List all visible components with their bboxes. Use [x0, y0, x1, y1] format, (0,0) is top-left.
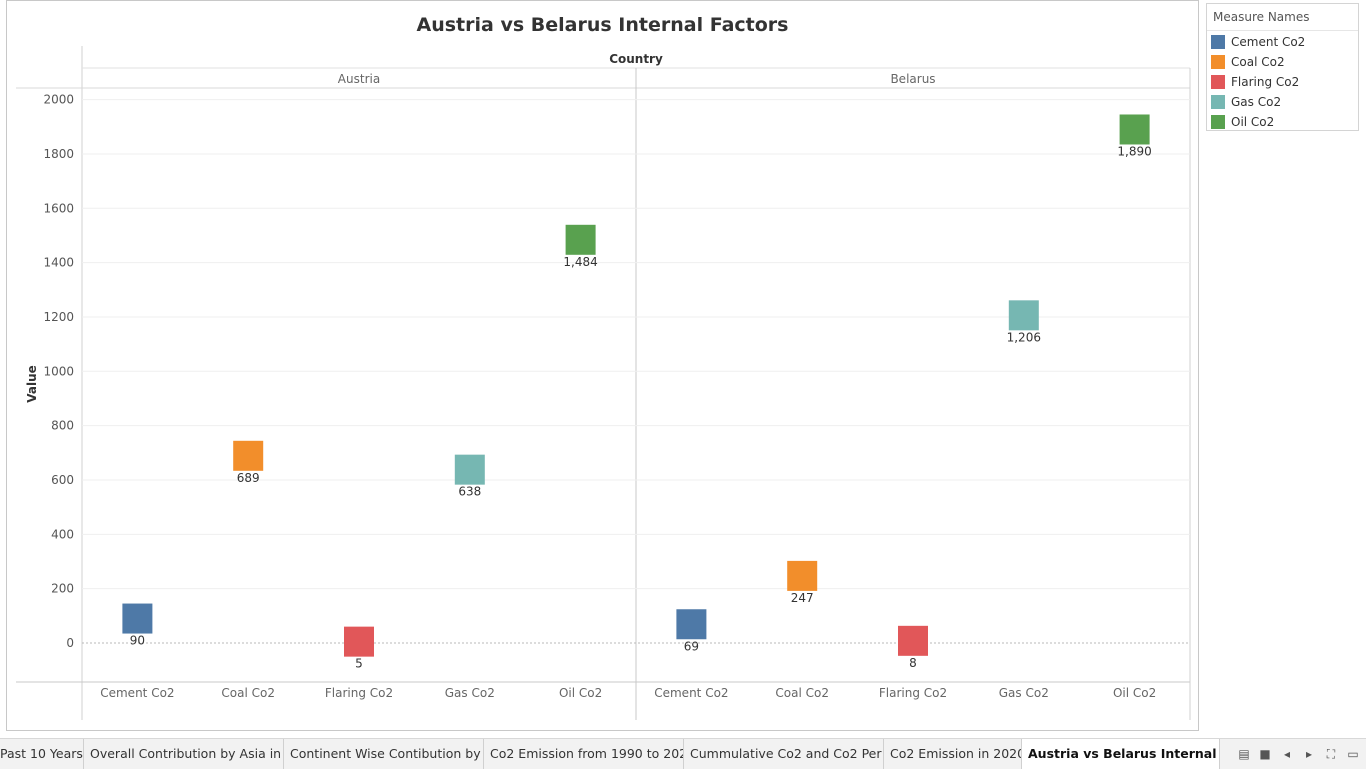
data-point: [122, 603, 153, 634]
data-point: [344, 626, 374, 657]
fullscreen-icon[interactable]: ⛶: [1326, 747, 1336, 761]
data-label: 8: [909, 656, 917, 670]
legend-swatch: [1211, 95, 1225, 109]
legend-swatch: [1211, 75, 1225, 89]
data-point: [454, 454, 485, 485]
data-point: [898, 625, 928, 656]
data-point: [1119, 114, 1150, 145]
data-point: [233, 440, 264, 471]
sheet-tab[interactable]: Co2 Emission from 1990 to 202...: [484, 739, 684, 769]
y-tick-label: 1200: [43, 310, 74, 324]
legend-label: Oil Co2: [1231, 115, 1275, 129]
y-tick-label: 1600: [43, 201, 74, 215]
y-axis-title: Value: [25, 365, 39, 403]
y-tick-label: 600: [51, 473, 74, 487]
x-tick-label: Coal Co2: [221, 686, 275, 700]
legend-label: Coal Co2: [1231, 55, 1285, 69]
data-point: [1008, 300, 1039, 331]
data-label: 1,206: [1007, 330, 1041, 344]
x-tick-label: Cement Co2: [100, 686, 174, 700]
legend-label: Cement Co2: [1231, 35, 1306, 49]
legend-label: Flaring Co2: [1231, 75, 1300, 89]
legend-item[interactable]: Gas Co2: [1211, 92, 1281, 112]
data-label: 638: [458, 485, 481, 499]
y-tick-label: 1000: [43, 364, 74, 378]
sheet-tab[interactable]: Past 10 Years: [0, 739, 84, 769]
y-tick-label: 1400: [43, 256, 74, 270]
legend-label: Gas Co2: [1231, 95, 1282, 109]
sheet-tab-active[interactable]: Austria vs Belarus Internal Fac...: [1022, 739, 1220, 769]
previous-tab-icon[interactable]: ◂: [1283, 747, 1291, 761]
x-tick-label: Flaring Co2: [325, 686, 393, 700]
chart-title: Austria vs Belarus Internal Factors: [416, 14, 789, 36]
panel-label-austria: Austria: [338, 72, 380, 86]
grid-view-icon[interactable]: ▤: [1238, 747, 1250, 761]
panel-label-belarus: Belarus: [890, 72, 935, 86]
x-tick-label: Gas Co2: [445, 686, 495, 700]
x-tick-label: Oil Co2: [559, 686, 602, 700]
y-tick-label: 2000: [43, 93, 74, 107]
legend-swatch: [1211, 115, 1225, 129]
y-tick-label: 400: [51, 527, 74, 541]
x-tick-label: Flaring Co2: [879, 686, 947, 700]
legend-swatch: [1211, 55, 1225, 69]
data-label: 69: [684, 639, 699, 653]
data-point: [676, 609, 707, 640]
sheet-tab[interactable]: Cummulative Co2 and Co2 Per ...: [684, 739, 884, 769]
data-label: 5: [355, 657, 363, 671]
y-tick-label: 800: [51, 419, 74, 433]
x-tick-label: Gas Co2: [999, 686, 1049, 700]
data-label: 1,890: [1117, 144, 1151, 158]
data-label: 689: [237, 471, 260, 485]
legend-swatch: [1211, 35, 1225, 49]
legend-item[interactable]: Cement Co2: [1211, 32, 1305, 52]
legend-item[interactable]: Oil Co2: [1211, 112, 1274, 132]
sheet-tab[interactable]: Overall Contribution by Asia in C...: [84, 739, 284, 769]
column-header: Country: [609, 52, 663, 66]
data-label: 90: [130, 634, 145, 648]
chart-plot: Country 0 200 400 600 800 1000 1200 1400 1600 1800…: [16, 46, 1191, 720]
x-tick-label: Cement Co2: [654, 686, 728, 700]
filmstrip-view-icon[interactable]: ■: [1259, 747, 1271, 761]
y-tick-label: 200: [51, 582, 74, 596]
sheet-tab-bar: Past 10 Years Overall Contribution by Asi…: [0, 738, 1366, 769]
presentation-icon[interactable]: ▭: [1347, 747, 1359, 761]
legend-title: Measure Names: [1207, 4, 1358, 31]
sheet-tab[interactable]: Continent Wise Contibution by I...: [284, 739, 484, 769]
data-point: [787, 560, 818, 591]
y-tick-label: 1800: [43, 147, 74, 161]
viz-frame: [6, 0, 1199, 731]
data-label: 1,484: [563, 255, 597, 269]
next-tab-icon[interactable]: ▸: [1305, 747, 1313, 761]
x-tick-label: Coal Co2: [775, 686, 829, 700]
data-label: 247: [791, 591, 814, 605]
legend-item[interactable]: Flaring Co2: [1211, 72, 1299, 92]
legend-item[interactable]: Coal Co2: [1211, 52, 1285, 72]
sheet-tab[interactable]: Co2 Emission in 2020: [884, 739, 1022, 769]
y-tick-label: 0: [66, 636, 74, 650]
data-point: [565, 224, 596, 255]
legend[interactable]: Measure Names Cement Co2 Coal Co2 Flaring …: [1206, 3, 1359, 131]
x-tick-label: Oil Co2: [1113, 686, 1156, 700]
